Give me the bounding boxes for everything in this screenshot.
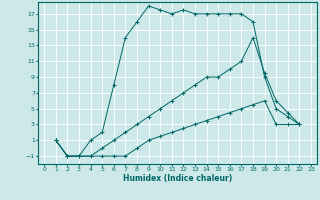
X-axis label: Humidex (Indice chaleur): Humidex (Indice chaleur) [123, 174, 232, 183]
